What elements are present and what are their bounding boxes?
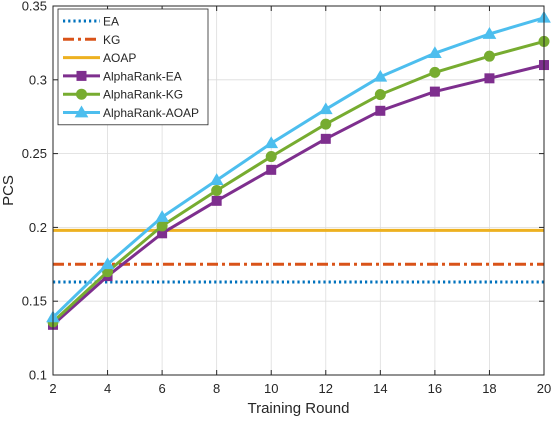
data-point	[428, 46, 442, 59]
data-point	[429, 66, 441, 78]
data-point	[375, 105, 386, 116]
data-point	[211, 195, 222, 206]
x-tick-label: 8	[213, 381, 220, 396]
x-tick-label: 20	[537, 381, 551, 396]
data-point	[429, 86, 440, 97]
legend-item-kg: KG	[63, 33, 120, 47]
legend-label: AlphaRank-EA	[103, 69, 182, 83]
x-tick-label: 18	[482, 381, 496, 396]
data-point	[155, 210, 169, 222]
x-tick-label: 12	[319, 381, 333, 396]
x-tick-label: 6	[158, 381, 165, 396]
data-point	[320, 133, 331, 144]
y-tick-label: 0.35	[22, 0, 47, 14]
data-point	[484, 73, 495, 84]
legend-item-alpharank-ea: AlphaRank-EA	[63, 69, 182, 83]
legend-marker	[76, 70, 87, 81]
series-line-alpharank-kg	[51, 39, 545, 324]
y-tick-label: 0.1	[29, 368, 47, 383]
series-layer	[46, 10, 551, 330]
series-line-alpharank-ea	[52, 63, 545, 326]
y-tick-label: 0.25	[22, 146, 47, 161]
x-tick-label: 10	[264, 381, 278, 396]
data-point	[266, 164, 277, 175]
series-line-alpharank-aoap	[51, 16, 545, 319]
y-axis-label: PCS	[0, 175, 17, 206]
y-tick-label: 0.15	[22, 294, 47, 309]
data-point	[373, 69, 388, 82]
x-tick-label: 2	[49, 381, 56, 396]
legend-box	[57, 8, 209, 126]
data-point	[265, 151, 277, 163]
data-point	[482, 27, 497, 39]
data-point	[211, 185, 223, 196]
legend-label: AlphaRank-KG	[103, 88, 183, 102]
data-point	[483, 50, 495, 62]
y-tick-label: 0.3	[29, 72, 47, 87]
legend-item-alpharank-kg: AlphaRank-KG	[63, 88, 183, 102]
series-alpharank-aoap	[46, 10, 551, 323]
legend-label: AOAP	[103, 51, 136, 65]
y-tick-label: 0.2	[29, 220, 47, 235]
series-alpharank-ea	[48, 60, 549, 330]
x-tick-label: 4	[104, 381, 111, 396]
legend-label: KG	[103, 33, 120, 47]
x-tick-label: 14	[373, 381, 387, 396]
data-point	[318, 102, 333, 115]
data-point	[100, 257, 115, 270]
legend: EA KG AOAP AlphaRank-EA AlphaRank-KG AlphaRan…	[57, 8, 209, 126]
legend-item-ea: EA	[63, 15, 119, 29]
legend-item-alpharank-aoap: AlphaRank-AOAP	[63, 105, 199, 120]
data-point	[264, 136, 279, 149]
tick-labels: 2 4 6 8 10 12 14 16 18 20 0.1 0.15 0.2 0.25 0.3 0.35	[22, 0, 552, 396]
x-tick-label: 16	[428, 381, 442, 396]
legend-marker	[74, 105, 89, 118]
legend-item-aoap: AOAP	[63, 51, 136, 65]
x-axis-label: Training Round	[247, 400, 349, 417]
legend-marker	[76, 88, 87, 100]
data-point	[209, 173, 224, 185]
legend-label: AlphaRank-AOAP	[103, 106, 199, 120]
legend-label: EA	[103, 15, 119, 29]
data-point	[156, 220, 168, 232]
data-point	[374, 89, 386, 101]
plot-frame	[52, 5, 545, 376]
data-point	[320, 118, 332, 130]
